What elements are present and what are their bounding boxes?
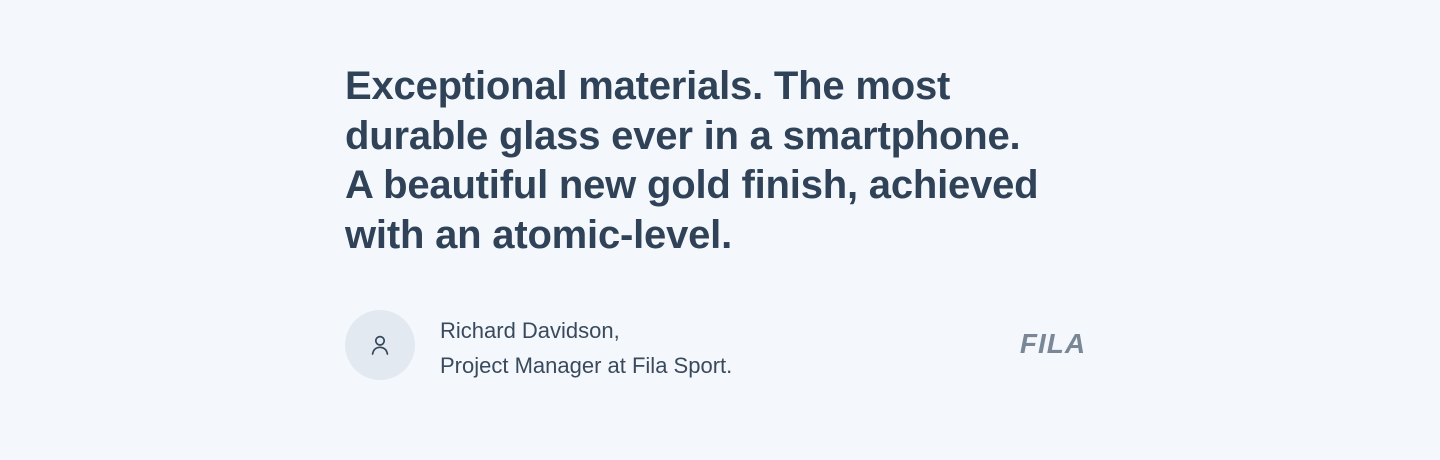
- quote-line: with an atomic-level.: [345, 212, 733, 257]
- author-role: Project Manager at Fila Sport.: [440, 353, 733, 378]
- testimonial-section: Exceptional materials. The most durable …: [345, 62, 1105, 380]
- quote-line: A beautiful new gold finish, achieved: [345, 163, 1039, 207]
- testimonial-quote: Exceptional materials. The most durable …: [345, 62, 1105, 260]
- user-icon: [371, 335, 389, 355]
- author-row: Richard Davidson, Project Manager at Fil…: [345, 310, 1095, 380]
- fila-logo-text: FILA: [1020, 329, 1086, 359]
- avatar: [345, 310, 415, 380]
- author-name: Richard Davidson,: [440, 318, 620, 343]
- quote-line: durable glass ever in a smartphone.: [345, 113, 1021, 158]
- fila-logo: FILA: [1011, 329, 1095, 359]
- author-info: Richard Davidson, Project Manager at Fil…: [440, 313, 732, 383]
- quote-line: Exceptional materials. The most: [345, 64, 951, 108]
